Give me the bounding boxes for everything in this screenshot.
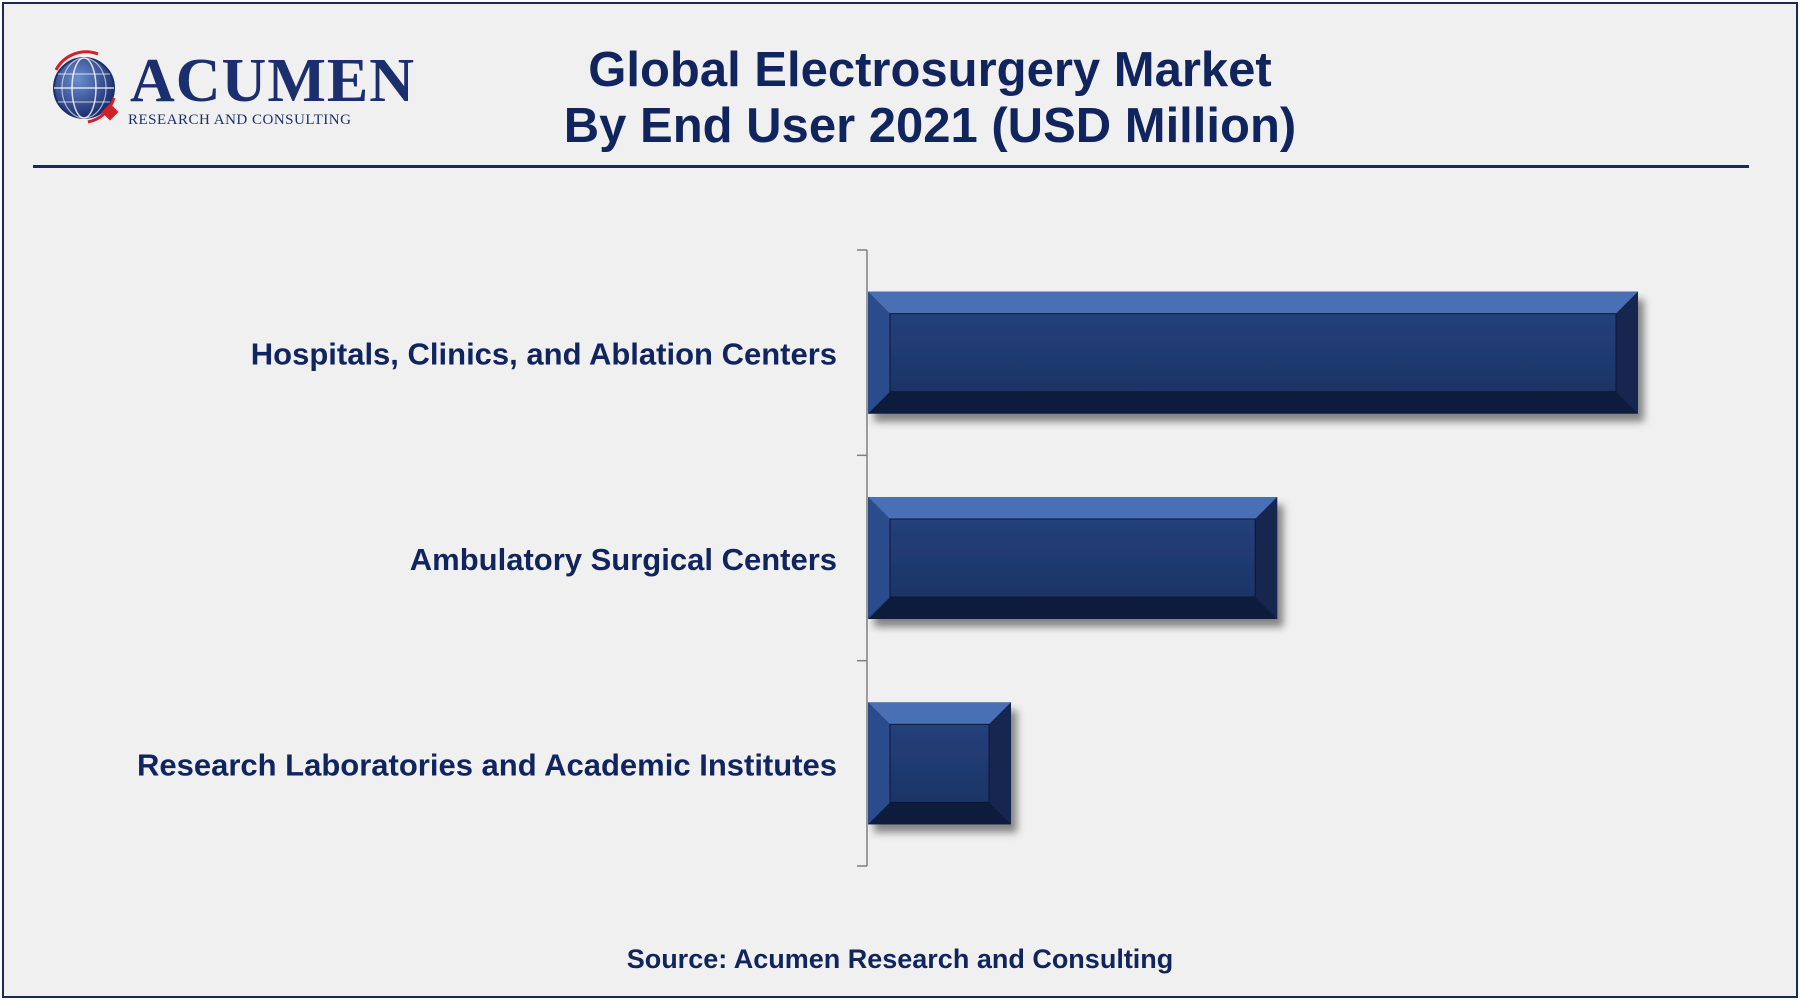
header-divider (33, 165, 1749, 168)
category-label: Research Laboratories and Academic Insti… (137, 747, 837, 782)
chart-title-line-1: Global Electrosurgery Market (588, 43, 1272, 97)
bar (868, 702, 1011, 825)
bar (868, 291, 1638, 414)
chart-title-line-2: By End User 2021 (USD Million) (563, 99, 1297, 153)
category-label: Hospitals, Clinics, and Ablation Centers (251, 337, 837, 372)
logo-subtitle: RESEARCH AND CONSULTING (128, 112, 352, 128)
acumen-logo: ACUMEN RESEARCH AND CONSULTING (48, 50, 414, 130)
bar (868, 497, 1278, 619)
globe-icon (53, 50, 119, 124)
category-label: Ambulatory Surgical Centers (410, 542, 837, 577)
logo-name: ACUMEN (130, 47, 415, 115)
source-note: Source: Acumen Research and Consulting (626, 944, 1174, 974)
